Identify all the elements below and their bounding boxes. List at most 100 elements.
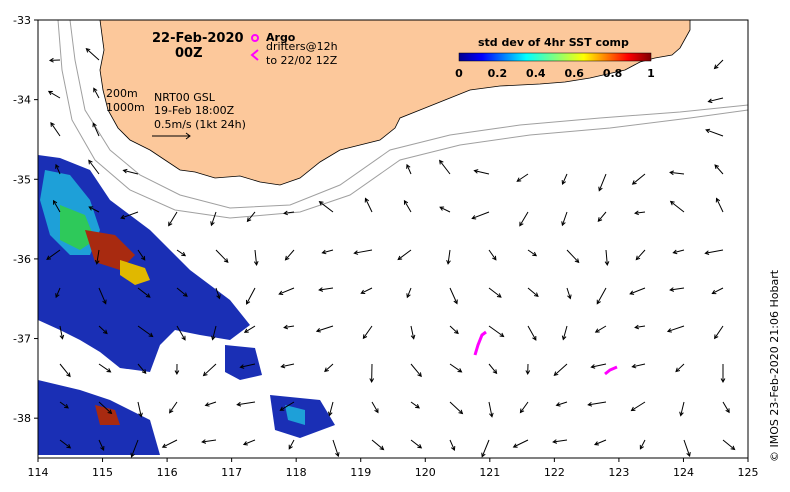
credit-text: © IMOS 23-Feb-2020 21:06 Hobart bbox=[768, 269, 781, 462]
current-arrow bbox=[243, 325, 256, 333]
current-arrow bbox=[280, 363, 295, 369]
current-arrow bbox=[446, 249, 451, 265]
current-arrow bbox=[202, 363, 217, 377]
current-arrow bbox=[704, 249, 724, 255]
current-arrow bbox=[512, 439, 529, 448]
current-arrow bbox=[630, 401, 646, 412]
current-arrow bbox=[137, 363, 147, 374]
current-arrow bbox=[236, 401, 256, 407]
current-arrow bbox=[93, 87, 100, 99]
current-arrow bbox=[439, 159, 451, 175]
current-arrow bbox=[410, 363, 422, 378]
current-arrow bbox=[449, 401, 464, 415]
current-arrow bbox=[527, 325, 537, 341]
current-arrow bbox=[439, 206, 451, 213]
current-arrow bbox=[516, 173, 529, 182]
current-arrow bbox=[120, 211, 139, 220]
colorbar: std dev of 4hr SST comp 0 0.2 0.4 0.6 0.8 1 bbox=[455, 36, 655, 80]
current-arrow bbox=[683, 439, 691, 458]
current-arrow bbox=[137, 401, 143, 418]
current-vectors bbox=[46, 47, 736, 458]
current-arrow bbox=[449, 439, 456, 452]
current-arrow bbox=[371, 439, 385, 451]
current-arrow bbox=[669, 200, 685, 213]
current-arrow bbox=[239, 363, 256, 369]
current-arrow bbox=[283, 210, 295, 216]
current-arrow bbox=[50, 121, 61, 137]
isobath-1000m bbox=[57, 19, 749, 219]
x-tick-label: 120 bbox=[415, 466, 436, 479]
current-arrow bbox=[639, 439, 646, 450]
current-arrow bbox=[669, 287, 685, 292]
x-tick-label: 124 bbox=[673, 466, 694, 479]
current-arrow bbox=[137, 287, 151, 298]
current-date-label: 19-Feb 18:00Z bbox=[154, 104, 235, 117]
current-arrow bbox=[137, 249, 146, 261]
current-arrow bbox=[98, 363, 112, 373]
y-tick-label: -37 bbox=[13, 333, 31, 346]
current-arrow bbox=[519, 401, 529, 414]
current-source-label: NRT00 GSL bbox=[154, 91, 216, 104]
current-arrow bbox=[481, 439, 490, 458]
current-arrow bbox=[713, 59, 724, 70]
current-arrow bbox=[598, 173, 607, 192]
current-arrow bbox=[397, 249, 412, 261]
current-arrow bbox=[707, 97, 724, 104]
current-arrow bbox=[488, 287, 502, 298]
current-arrow bbox=[210, 211, 217, 227]
current-arrow bbox=[47, 90, 61, 99]
current-arrow bbox=[593, 439, 607, 446]
current-arrow bbox=[130, 439, 139, 458]
current-arrow bbox=[714, 325, 724, 340]
current-arrow bbox=[98, 325, 108, 335]
current-arrow bbox=[353, 249, 373, 255]
x-tick-label: 123 bbox=[608, 466, 629, 479]
x-tick-label: 115 bbox=[92, 466, 113, 479]
current-arrow bbox=[364, 197, 373, 213]
current-arrow bbox=[590, 363, 607, 369]
current-arrow bbox=[327, 401, 334, 417]
current-arrow bbox=[473, 169, 490, 175]
current-arrow bbox=[215, 249, 229, 263]
current-arrow bbox=[59, 401, 69, 409]
colorbar-tick-label: 0.6 bbox=[564, 67, 584, 80]
current-arrow bbox=[675, 363, 685, 373]
current-arrow bbox=[555, 401, 568, 407]
current-arrow bbox=[669, 170, 685, 176]
current-arrow bbox=[176, 325, 186, 341]
current-arrow bbox=[176, 249, 187, 257]
current-arrow bbox=[122, 168, 139, 175]
current-arrow bbox=[318, 287, 334, 292]
current-arrow bbox=[519, 211, 529, 227]
current-arrow bbox=[449, 325, 459, 335]
current-arrow bbox=[488, 401, 494, 418]
current-arrow bbox=[88, 159, 100, 175]
current-arrow bbox=[596, 287, 607, 305]
map-time: 00Z bbox=[175, 46, 203, 61]
plot-frame bbox=[37, 19, 749, 459]
current-arrow bbox=[55, 163, 61, 175]
x-tick-label: 117 bbox=[221, 466, 242, 479]
colorbar-title: std dev of 4hr SST comp bbox=[478, 36, 629, 49]
current-arrow bbox=[631, 363, 646, 369]
y-tick-label: -33 bbox=[13, 14, 31, 27]
current-arrow bbox=[369, 363, 375, 384]
x-tick-label: 119 bbox=[350, 466, 371, 479]
current-arrow bbox=[525, 363, 531, 376]
current-arrow bbox=[672, 249, 685, 255]
y-tick-label: -36 bbox=[13, 253, 31, 266]
current-arrow bbox=[634, 210, 646, 216]
current-arrow bbox=[561, 173, 568, 185]
current-arrow bbox=[552, 439, 568, 444]
current-arrow bbox=[371, 401, 379, 414]
current-arrow bbox=[246, 211, 256, 223]
current-arrow bbox=[488, 325, 505, 338]
current-arrow bbox=[715, 197, 724, 213]
current-arrow bbox=[449, 287, 458, 305]
current-arrow bbox=[59, 325, 65, 340]
current-arrow bbox=[174, 363, 180, 376]
current-arrow bbox=[488, 249, 497, 261]
current-arrow bbox=[98, 401, 113, 415]
x-axis: 114 115 116 117 118 119 120 121 122 123 124 125 bbox=[28, 458, 759, 479]
